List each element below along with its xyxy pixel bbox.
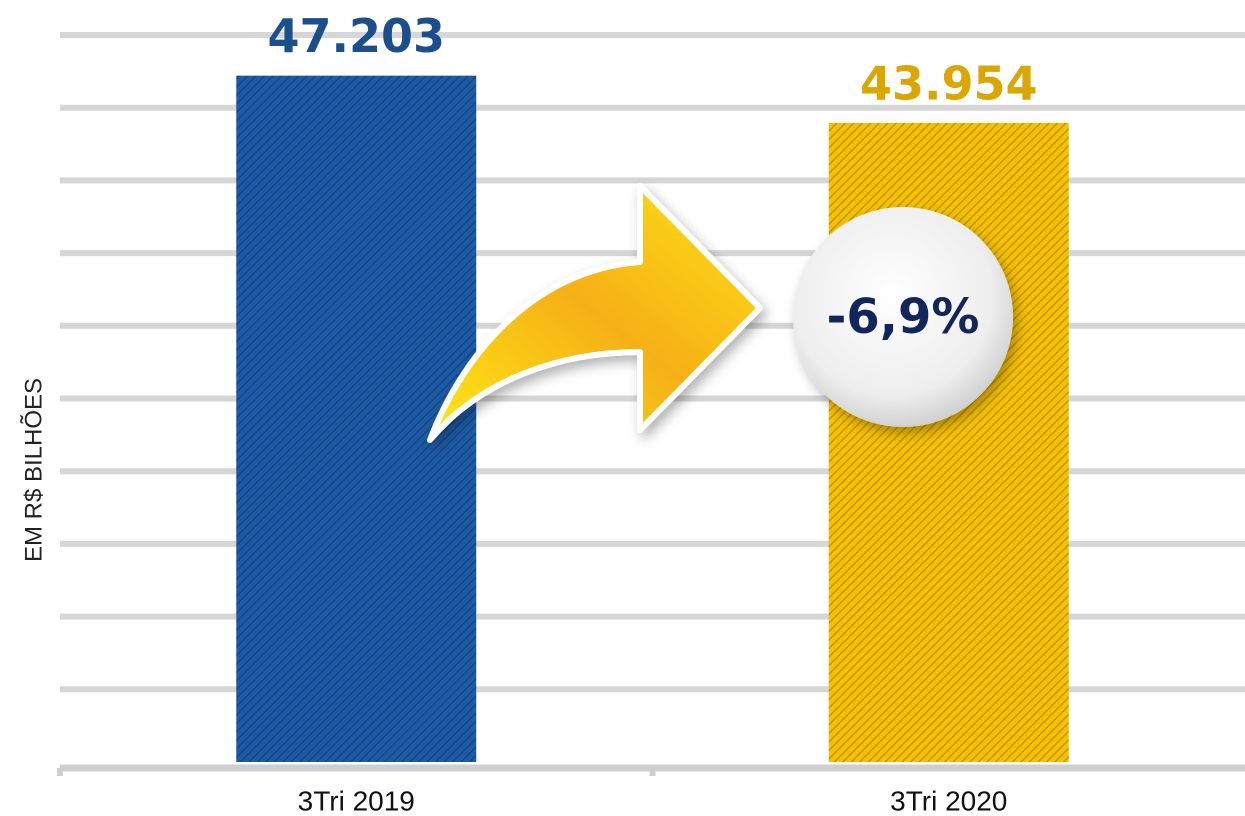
change-badge (793, 207, 1013, 427)
annotation: -6,9% (826, 289, 979, 345)
value-label: 43.954 (860, 56, 1038, 110)
x-tick-label: 3Tri 2020 (890, 785, 1007, 816)
value-label: 47.203 (267, 9, 445, 63)
y-axis-label: EM R$ BILHÕES (19, 378, 47, 562)
x-tick-label: 3Tri 2019 (298, 785, 415, 816)
arrow (427, 183, 763, 443)
